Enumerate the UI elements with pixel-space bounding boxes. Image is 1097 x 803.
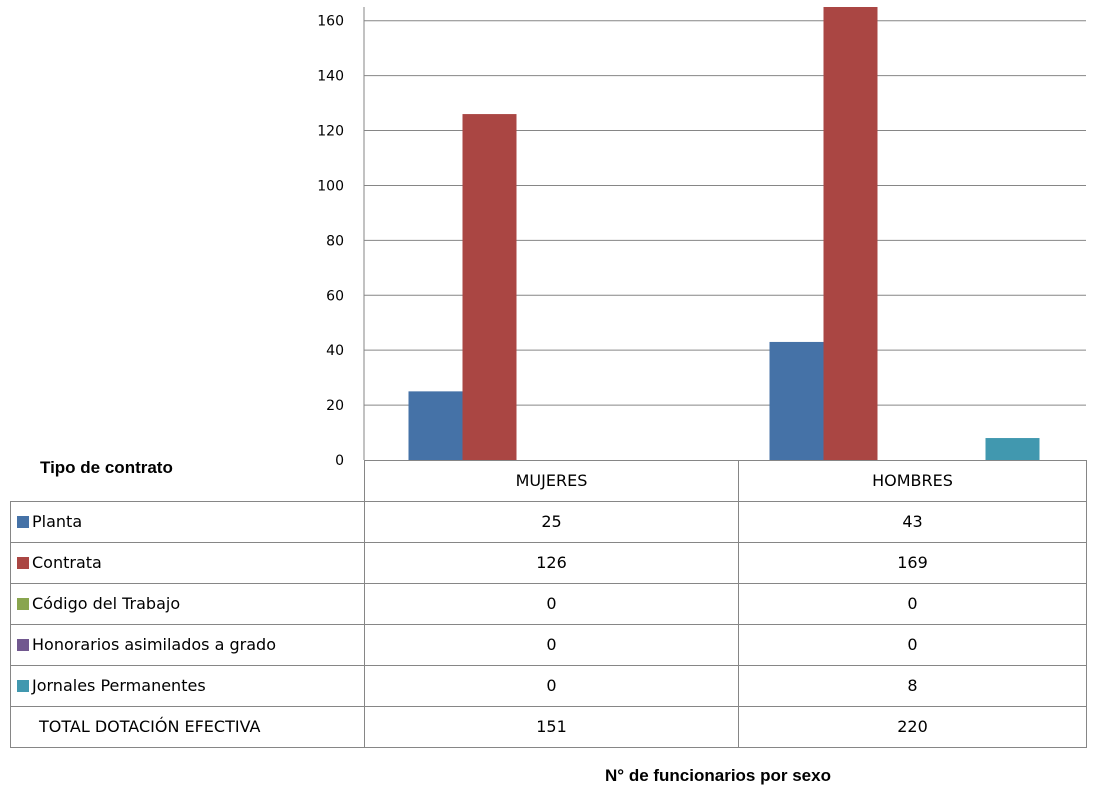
table-row: Contrata 126 169: [10, 541, 1087, 584]
legend-swatch-codigo-del-trabajo: [17, 598, 29, 610]
bar-planta-hombres: [769, 341, 824, 460]
cell-honorarios-mujeres: 0: [364, 623, 739, 666]
bar-jornales-permanentes-hombres: [985, 438, 1040, 460]
cell-contrata-mujeres: 126: [364, 541, 739, 584]
row-label-total: TOTAL DOTACIÓN EFECTIVA: [10, 705, 365, 748]
bar-planta-mujeres: [408, 391, 463, 460]
table-row: TOTAL DOTACIÓN EFECTIVA 151 220: [10, 705, 1087, 748]
row-label-contrata: Contrata: [10, 541, 365, 584]
table-row: Planta 25 43: [10, 500, 1087, 543]
legend-swatch-planta: [17, 516, 29, 528]
series-name-codigo-del-trabajo: Código del Trabajo: [32, 594, 181, 613]
series-name-contrata: Contrata: [32, 553, 102, 572]
cell-total-hombres: 220: [738, 705, 1087, 748]
cell-codigo-hombres: 0: [738, 582, 1087, 625]
row-label-honorarios: Honorarios asimilados a grado: [10, 623, 365, 666]
cell-planta-hombres: 43: [738, 500, 1087, 543]
series-name-planta: Planta: [32, 512, 83, 531]
bars: [408, 7, 1040, 460]
y-tick-label-160: 160: [317, 14, 344, 30]
y-tick-label-100: 100: [317, 178, 344, 194]
cell-jornales-hombres: 8: [738, 664, 1087, 707]
y-tick-label-60: 60: [326, 288, 344, 304]
bar-contrata-hombres: [823, 7, 878, 460]
table-row: Honorarios asimilados a grado 0 0: [10, 623, 1087, 666]
column-header-hombres: HOMBRES: [738, 460, 1087, 502]
y-tick-label-140: 140: [317, 69, 344, 85]
column-header-mujeres: MUJERES: [364, 460, 739, 502]
data-table: MUJERES HOMBRES Planta 25 43 Contrata 12…: [10, 460, 1087, 748]
table-row: Código del Trabajo 0 0: [10, 582, 1087, 625]
legend-swatch-contrata: [17, 557, 29, 569]
cell-honorarios-hombres: 0: [738, 623, 1087, 666]
series-name-honorarios: Honorarios asimilados a grado: [32, 635, 276, 654]
cell-total-mujeres: 151: [364, 705, 739, 748]
cell-contrata-hombres: 169: [738, 541, 1087, 584]
cell-codigo-mujeres: 0: [364, 582, 739, 625]
table-row: Jornales Permanentes 0 8: [10, 664, 1087, 707]
y-tick-label-20: 20: [326, 398, 344, 414]
table-header-row: MUJERES HOMBRES: [10, 460, 1087, 502]
y-tick-label-120: 120: [317, 124, 344, 140]
series-name-jornales-permanentes: Jornales Permanentes: [32, 676, 206, 695]
legend-swatch-jornales-permanentes: [17, 680, 29, 692]
cell-planta-mujeres: 25: [364, 500, 739, 543]
table-corner: [10, 460, 365, 502]
legend-swatch-honorarios: [17, 639, 29, 651]
y-tick-label-40: 40: [326, 343, 344, 359]
y-tick-label-80: 80: [326, 233, 344, 249]
row-label-planta: Planta: [10, 500, 365, 543]
chart-title: N° de funcionarios por sexo: [605, 766, 831, 785]
cell-jornales-mujeres: 0: [364, 664, 739, 707]
row-label-codigo-del-trabajo: Código del Trabajo: [10, 582, 365, 625]
bar-contrata-mujeres: [462, 114, 517, 460]
row-label-jornales-permanentes: Jornales Permanentes: [10, 664, 365, 707]
